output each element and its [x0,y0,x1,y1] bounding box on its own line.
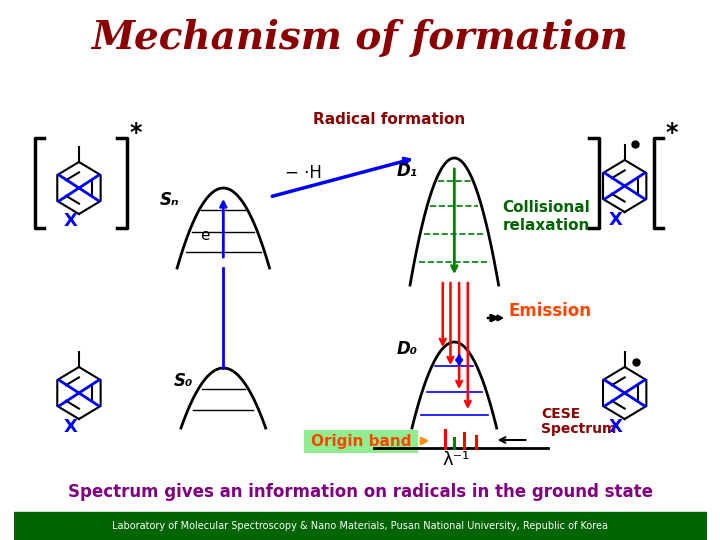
Text: Radical formation: Radical formation [312,112,465,127]
Text: Emission: Emission [508,302,591,320]
Text: Mechanism of formation: Mechanism of formation [91,19,629,57]
Text: Sₙ: Sₙ [160,191,179,209]
Text: e⁻: e⁻ [200,228,217,243]
Text: D₁: D₁ [397,162,418,180]
Text: X: X [63,212,78,230]
Text: Laboratory of Molecular Spectroscopy & Nano Materials, Pusan National University: Laboratory of Molecular Spectroscopy & N… [112,521,608,531]
Text: X: X [608,211,622,229]
Text: D₀: D₀ [397,340,418,358]
Text: Spectrum gives an information on radicals in the ground state: Spectrum gives an information on radical… [68,483,652,501]
Text: λ⁻¹: λ⁻¹ [443,451,470,469]
Text: Collisional: Collisional [503,200,590,215]
Text: *: * [129,121,142,145]
Bar [14,512,706,540]
Text: Origin band: Origin band [311,434,411,449]
Text: relaxation: relaxation [503,218,590,233]
Text: − ·H: − ·H [285,164,322,182]
FancyBboxPatch shape [304,430,418,453]
Text: Spectrum: Spectrum [541,422,616,436]
Text: X: X [63,418,78,436]
Text: S₀: S₀ [174,372,192,390]
Text: CESE: CESE [541,407,580,421]
Text: *: * [665,121,678,145]
Text: X: X [608,418,622,436]
